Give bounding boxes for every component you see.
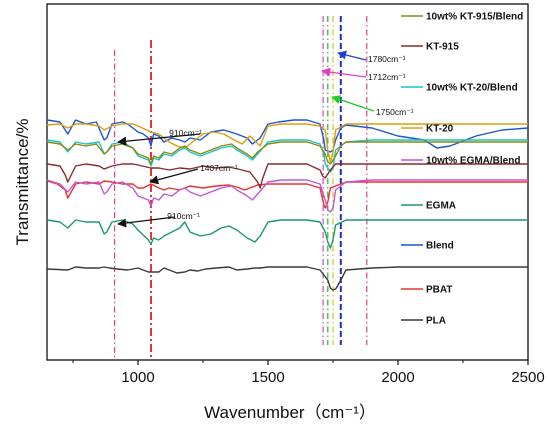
series-line [46, 141, 528, 165]
legend-label: EGMA [426, 201, 456, 212]
series-line [46, 119, 529, 153]
annotation-label: 1407cm⁻¹ [200, 163, 238, 173]
legend-label: PLA [426, 316, 446, 327]
annotations: 910cm⁻¹ 1407cm⁻¹ 910cm⁻¹ 1780cm⁻¹ 1712cm⁻¹ 17… [117, 50, 414, 228]
annotation-arrow [331, 95, 375, 112]
annotation-label: 910cm⁻¹ [167, 211, 200, 221]
spectra-series [46, 119, 529, 291]
legend-label: 10wt% EGMA/Blend [426, 156, 520, 167]
annotation-label: 1780cm⁻¹ [368, 54, 406, 64]
series-line [46, 266, 528, 291]
x-tick-label: 1000 [121, 369, 154, 386]
annotation-arrow [321, 67, 367, 78]
annotation-arrow [117, 133, 201, 146]
legend: PLA PBAT Blend EGMA 10wt% EGMA/Blend KT-20 10w… [401, 12, 523, 327]
legend-label: 10wt% KT-915/Blend [426, 12, 523, 23]
annotation-arrow [337, 50, 367, 61]
x-tick-label: 2000 [381, 369, 414, 386]
legend-label: PBAT [426, 285, 452, 296]
annotation-label: 910cm⁻¹ [169, 128, 202, 138]
annotation-label: 1750cm⁻¹ [376, 107, 414, 117]
y-axis-title: Transmittance/% [13, 119, 32, 246]
x-tick-label: 1500 [251, 369, 284, 386]
series-line [46, 219, 528, 249]
x-axis-title: Wavenumber（cm⁻¹） [204, 403, 376, 422]
legend-label: KT-20 [426, 124, 454, 135]
series-line [46, 179, 528, 213]
annotation-arrow [149, 168, 199, 185]
series-line [46, 163, 528, 189]
legend-label: 10wt% KT-20/Blend [426, 83, 518, 94]
series-line [46, 139, 528, 173]
annotation-label: 1712cm⁻¹ [368, 72, 406, 82]
x-axis-ticks: 1000 1500 2000 2500 [72, 360, 545, 386]
x-tick-label: 2500 [511, 369, 544, 386]
legend-label: KT-915 [426, 42, 459, 53]
series-line [46, 123, 528, 163]
legend-label: Blend [426, 241, 454, 252]
annotation-arrow [117, 216, 176, 228]
